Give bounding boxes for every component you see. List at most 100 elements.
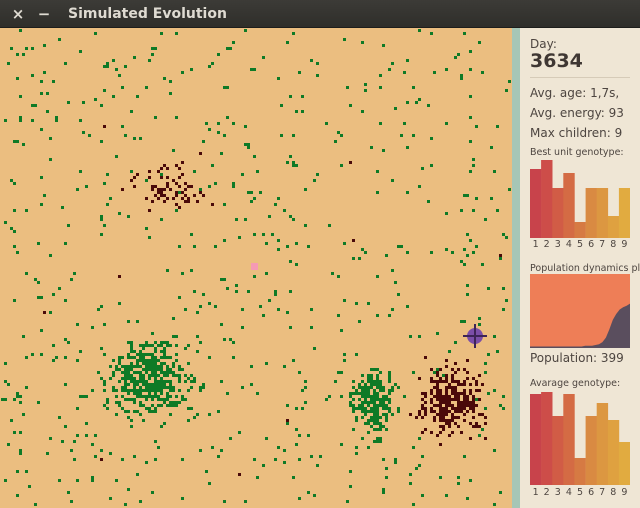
crosshair-icon — [463, 324, 487, 348]
plant-cell — [256, 170, 259, 173]
plant-cell — [370, 368, 373, 371]
plant-cell — [325, 122, 328, 125]
plant-cell — [124, 368, 127, 371]
creature-cell — [154, 194, 157, 197]
plant-cell — [133, 398, 136, 401]
plant-cell — [352, 404, 355, 407]
creature-cell — [481, 413, 484, 416]
plant-cell — [463, 263, 466, 266]
creature-cell — [436, 434, 439, 437]
panel-divider[interactable] — [512, 28, 520, 508]
plant-cell — [19, 401, 22, 404]
plant-cell — [307, 245, 310, 248]
plant-cell — [358, 383, 361, 386]
plant-cell — [160, 362, 163, 365]
plant-cell — [289, 95, 292, 98]
plant-cell — [103, 182, 106, 185]
gene-bar-9 — [618, 442, 630, 485]
plant-cell — [130, 368, 133, 371]
plant-cell — [388, 401, 391, 404]
plant-cell — [187, 362, 190, 365]
simulation-world[interactable] — [0, 28, 512, 508]
plant-cell — [127, 410, 130, 413]
plant-cell — [145, 359, 148, 362]
plant-cell — [199, 305, 202, 308]
plant-cell — [379, 398, 382, 401]
creature-cell — [178, 185, 181, 188]
plant-cell — [136, 410, 139, 413]
plant-cell — [475, 245, 478, 248]
plant-cell — [367, 377, 370, 380]
plant-cell — [202, 140, 205, 143]
plant-cell — [232, 122, 235, 125]
plant-cell — [217, 131, 220, 134]
plant-cell — [370, 419, 373, 422]
gene-bar-7 — [596, 188, 609, 238]
plant-cell — [397, 407, 400, 410]
plant-cell — [367, 431, 370, 434]
plant-cell — [361, 380, 364, 383]
plant-cell — [145, 365, 148, 368]
plant-cell — [196, 350, 199, 353]
plant-cell — [193, 377, 196, 380]
creature-cell — [472, 407, 475, 410]
creature-cell — [439, 395, 442, 398]
plant-cell — [109, 497, 112, 500]
plant-cell — [163, 362, 166, 365]
plant-cell — [103, 65, 106, 68]
creature-cell — [436, 371, 439, 374]
plant-cell — [178, 245, 181, 248]
plant-cell — [499, 404, 502, 407]
plant-cell — [151, 344, 154, 347]
plant-cell — [106, 407, 109, 410]
plant-cell — [127, 377, 130, 380]
creature-cell — [463, 413, 466, 416]
plant-cell — [394, 458, 397, 461]
creature-cell — [439, 368, 442, 371]
creature-cell — [439, 425, 442, 428]
plant-cell — [133, 389, 136, 392]
plant-cell — [25, 209, 28, 212]
plant-cell — [130, 374, 133, 377]
minimize-icon: − — [37, 4, 51, 23]
creature-cell — [184, 182, 187, 185]
plant-cell — [154, 341, 157, 344]
plant-cell — [355, 392, 358, 395]
creature-cell — [448, 386, 451, 389]
plant-cell — [370, 374, 373, 377]
plant-cell — [454, 56, 457, 59]
plant-cell — [106, 203, 109, 206]
plant-cell — [202, 293, 205, 296]
plant-cell — [151, 389, 154, 392]
plant-cell — [172, 404, 175, 407]
plant-cell — [223, 203, 226, 206]
plant-cell — [436, 368, 439, 371]
gene-tick-8: 8 — [610, 239, 617, 250]
plant-cell — [307, 491, 310, 494]
creature-cell — [475, 422, 478, 425]
plant-cell — [163, 374, 166, 377]
plant-cell — [115, 365, 118, 368]
plant-cell — [130, 347, 133, 350]
creature-cell — [424, 392, 427, 395]
creature-cell — [457, 401, 460, 404]
gene-bar-9 — [618, 188, 630, 238]
plant-cell — [382, 401, 385, 404]
close-button[interactable]: × — [8, 4, 28, 24]
plant-cell — [313, 179, 316, 182]
plant-cell — [226, 47, 229, 50]
plant-cell — [25, 47, 28, 50]
plant-cell — [382, 458, 385, 461]
day-label: Day: — [530, 37, 557, 51]
creature-cell — [430, 407, 433, 410]
plant-cell — [139, 392, 142, 395]
plant-cell — [274, 203, 277, 206]
plant-cell — [268, 215, 271, 218]
plant-cell — [325, 398, 328, 401]
world-canvas[interactable] — [0, 28, 512, 508]
plant-cell — [457, 476, 460, 479]
creature-cell — [175, 203, 178, 206]
minimize-button[interactable]: − — [34, 4, 54, 24]
plant-cell — [91, 443, 94, 446]
plant-cell — [472, 251, 475, 254]
